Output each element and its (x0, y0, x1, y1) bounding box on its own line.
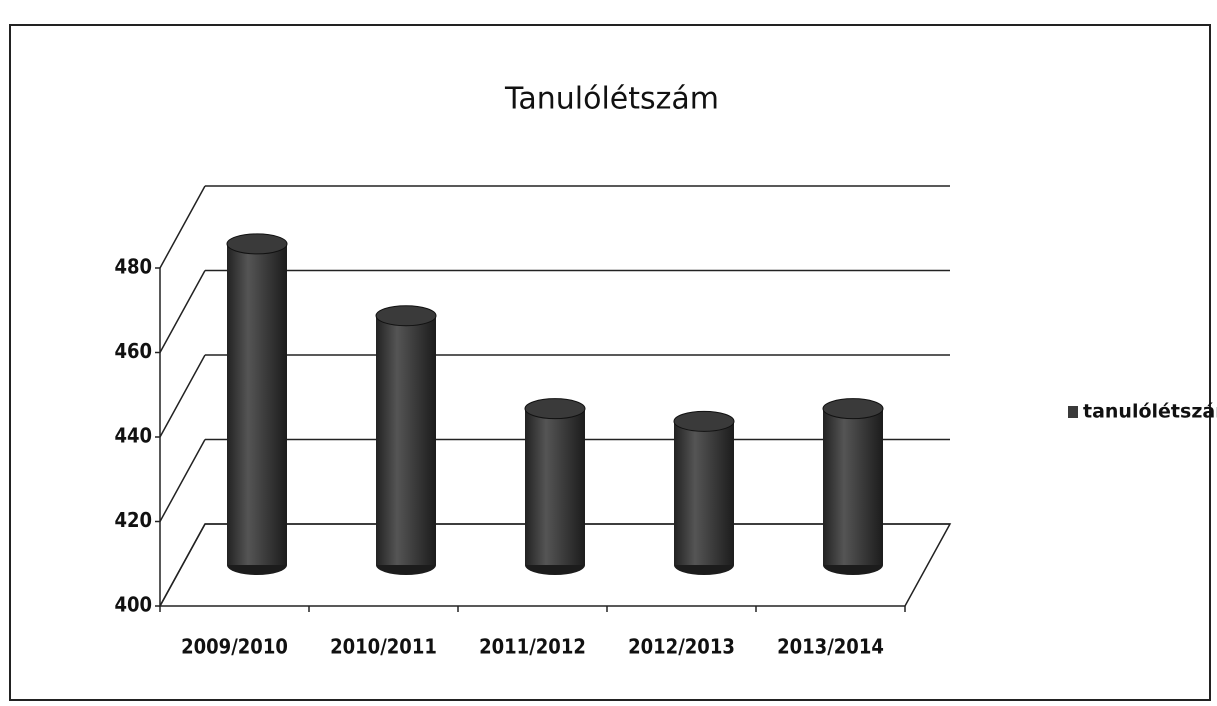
y-tick-label: 480 (114, 255, 152, 279)
legend-label: tanulólétszám (1083, 401, 1217, 423)
x-tick-label: 2010/2011 (330, 635, 437, 659)
chart-title: Tanulólétszám (504, 82, 719, 117)
bar-top (524, 398, 586, 420)
bar (227, 243, 287, 565)
bar (823, 408, 883, 565)
bar-top (822, 398, 884, 420)
bar-top (226, 233, 288, 255)
grid-line (159, 270, 206, 353)
bar (674, 421, 734, 565)
x-tick-label: 2009/2010 (181, 635, 288, 659)
x-tick-label: 2012/2013 (628, 635, 735, 659)
bar-top (673, 410, 735, 432)
bar (525, 408, 585, 565)
x-tick-label: 2011/2012 (479, 635, 586, 659)
grid-line (159, 354, 206, 438)
grid-line (159, 439, 206, 522)
y-tick-label: 460 (114, 339, 152, 363)
y-tick-label: 440 (114, 424, 152, 448)
legend-swatch (1068, 406, 1078, 418)
chart-frame (9, 24, 1211, 701)
bar-top (375, 305, 437, 327)
y-tick-label: 420 (114, 508, 152, 532)
grid-line (159, 185, 206, 269)
y-tick-label: 400 (114, 593, 152, 617)
x-tick-label: 2013/2014 (777, 635, 884, 659)
grid-line (159, 523, 206, 607)
bar (376, 315, 436, 565)
